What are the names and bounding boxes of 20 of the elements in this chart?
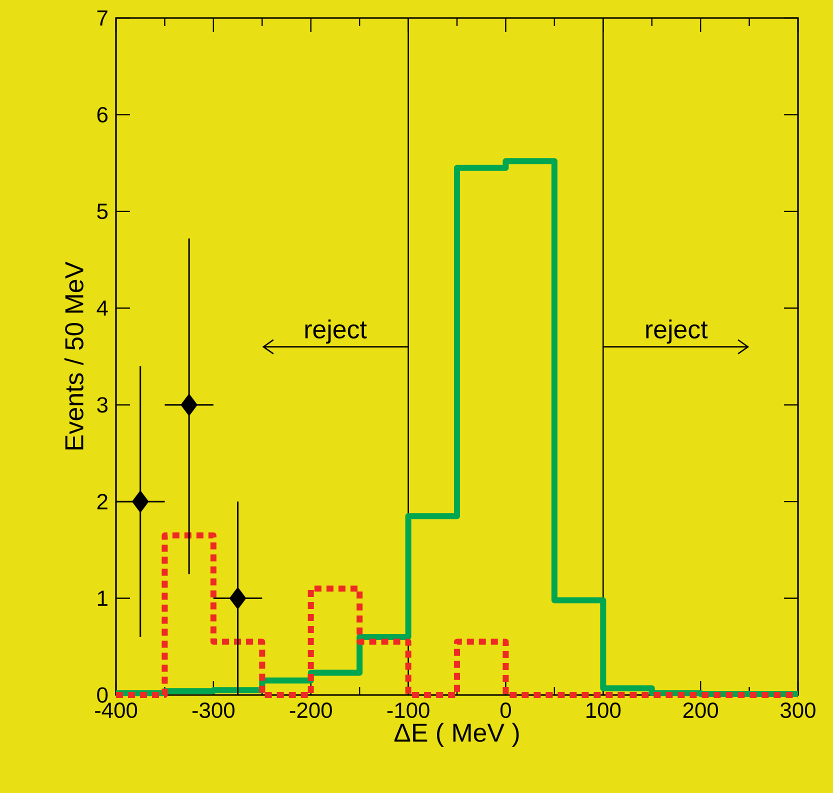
x-tick-label: 0: [500, 702, 511, 718]
y-tick-label: 2: [97, 494, 108, 510]
y-tick-label: 3: [97, 397, 108, 413]
x-tick-label: -400: [95, 702, 138, 718]
annotation: reject: [646, 319, 708, 344]
y-tick-label: 1: [98, 590, 108, 606]
x-tick-label: -200: [290, 702, 332, 718]
x-tick-label: 200: [683, 702, 718, 718]
x-tick-label: -100: [387, 702, 430, 718]
y-tick-label: 5: [97, 204, 108, 220]
x-axis-title: ΔE ( MeV ): [394, 722, 519, 748]
y-tick-label: 7: [97, 10, 108, 26]
x-tick-label: -300: [192, 702, 234, 718]
x-tick-label: 300: [780, 702, 816, 718]
annotation: reject: [305, 319, 367, 344]
y-tick-label: 0: [97, 687, 108, 703]
y-tick-label: 6: [97, 106, 108, 122]
x-tick-label: 100: [586, 702, 621, 718]
y-axis-title: Events / 50 MeV: [64, 262, 84, 450]
y-tick-label: 4: [96, 300, 108, 316]
